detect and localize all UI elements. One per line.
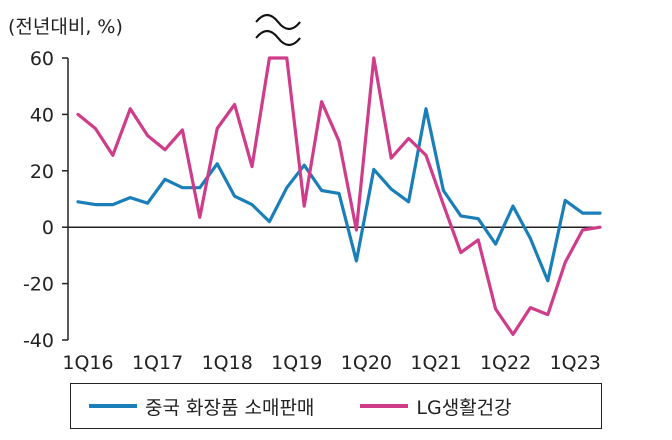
series-line-china-cosmetics xyxy=(76,107,602,283)
series-line-lg-hnh xyxy=(76,56,602,336)
break-wave-top xyxy=(255,13,301,31)
x-tick-label: 1Q23 xyxy=(550,352,601,374)
legend-swatch-china-cosmetics xyxy=(89,404,137,408)
legend-label-lg-hnh: LG생활건강 xyxy=(416,396,512,419)
series-layer xyxy=(76,56,602,336)
legend: 중국 화장품 소매판매 LG생활건강 xyxy=(70,383,602,429)
y-axis-unit-label: (전년대비, %) xyxy=(8,16,123,38)
legend-item-china-cosmetics: 중국 화장품 소매판매 xyxy=(89,393,314,420)
axis-break-marker xyxy=(255,13,301,47)
break-wave-bottom xyxy=(255,29,301,47)
y-tick-label: -40 xyxy=(23,330,54,352)
x-tick-label: 1Q20 xyxy=(341,352,392,374)
x-tick-label: 1Q18 xyxy=(202,352,253,374)
y-tick-label: 40 xyxy=(30,104,54,126)
y-tick-label: 0 xyxy=(42,217,54,239)
y-tick-label: 60 xyxy=(30,48,54,70)
x-tick-label: 1Q16 xyxy=(62,352,113,374)
y-tick-label: -20 xyxy=(23,274,54,296)
legend-item-lg-hnh: LG생활건강 xyxy=(360,393,512,420)
x-tick-label: 1Q21 xyxy=(410,352,461,374)
x-tick-label: 1Q17 xyxy=(132,352,183,374)
legend-label-china-cosmetics: 중국 화장품 소매판매 xyxy=(145,396,315,419)
x-tick-label: 1Q22 xyxy=(480,352,531,374)
axes: -40 -20 0 20 40 60 1Q16 1Q17 1Q18 1Q19 1Q20 1Q21 1Q2… xyxy=(23,48,601,374)
line-chart: -40 -20 0 20 40 60 1Q16 1Q17 1Q18 1Q19 1Q20 1Q21 1Q2… xyxy=(23,13,602,374)
legend-swatch-lg-hnh xyxy=(360,404,409,408)
y-tick-label: 20 xyxy=(30,161,54,183)
x-tick-label: 1Q19 xyxy=(271,352,322,374)
